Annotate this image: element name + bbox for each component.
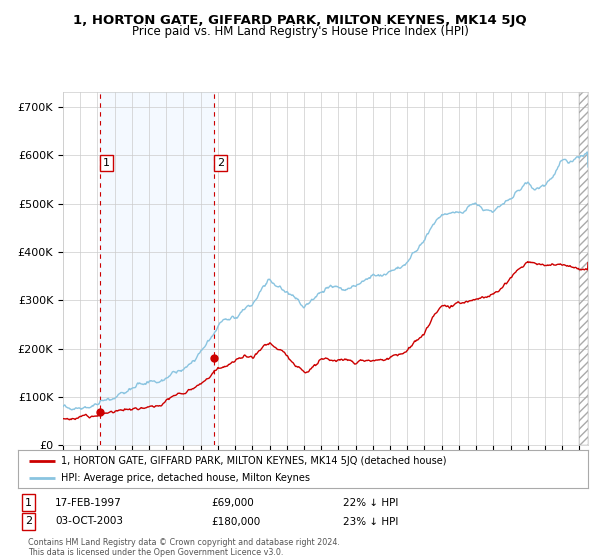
Text: 17-FEB-1997: 17-FEB-1997 — [55, 498, 122, 507]
Text: Price paid vs. HM Land Registry's House Price Index (HPI): Price paid vs. HM Land Registry's House … — [131, 25, 469, 39]
Text: 1: 1 — [25, 498, 32, 507]
Text: HPI: Average price, detached house, Milton Keynes: HPI: Average price, detached house, Milt… — [61, 473, 310, 483]
Text: 1: 1 — [103, 158, 110, 168]
Text: Contains HM Land Registry data © Crown copyright and database right 2024.
This d: Contains HM Land Registry data © Crown c… — [28, 538, 340, 557]
Bar — [100, 92, 214, 445]
Text: 23% ↓ HPI: 23% ↓ HPI — [343, 516, 398, 526]
Text: £180,000: £180,000 — [212, 516, 261, 526]
Text: 1, HORTON GATE, GIFFARD PARK, MILTON KEYNES, MK14 5JQ (detached house): 1, HORTON GATE, GIFFARD PARK, MILTON KEY… — [61, 455, 446, 465]
Text: 1, HORTON GATE, GIFFARD PARK, MILTON KEYNES, MK14 5JQ: 1, HORTON GATE, GIFFARD PARK, MILTON KEY… — [73, 14, 527, 27]
Text: 03-OCT-2003: 03-OCT-2003 — [55, 516, 123, 526]
Text: 22% ↓ HPI: 22% ↓ HPI — [343, 498, 398, 507]
Text: 2: 2 — [25, 516, 32, 526]
Text: £69,000: £69,000 — [212, 498, 254, 507]
Text: 2: 2 — [217, 158, 224, 168]
